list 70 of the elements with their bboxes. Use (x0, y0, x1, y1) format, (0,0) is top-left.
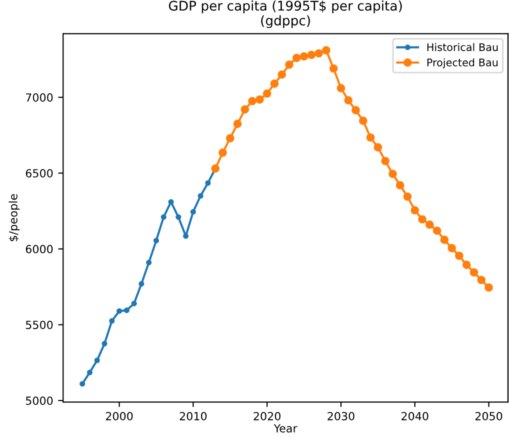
point (218, 148, 227, 157)
point (366, 133, 375, 142)
point (477, 276, 486, 284)
point (396, 181, 404, 190)
y-tick-label: 7000 (26, 93, 53, 102)
point (336, 84, 346, 92)
point (462, 260, 471, 270)
point (381, 156, 390, 166)
y-axis-title: $/people (8, 194, 20, 242)
point (205, 180, 211, 186)
point (352, 106, 360, 114)
y-tick-label: 5000 (26, 396, 53, 405)
point (418, 215, 426, 224)
point (190, 209, 196, 215)
point (470, 268, 478, 277)
point (440, 236, 449, 244)
point (410, 206, 420, 214)
point (300, 52, 308, 61)
point (248, 96, 256, 106)
point (322, 46, 330, 54)
x-tick-label: 2000 (106, 412, 133, 420)
x-tick-label: 2010 (180, 412, 207, 420)
x-tick-label: 2020 (254, 412, 280, 420)
point (109, 318, 115, 324)
y-tick-label: 6000 (26, 244, 53, 254)
point (226, 134, 234, 142)
point (256, 95, 264, 104)
point (314, 49, 323, 58)
point (403, 192, 412, 201)
point (124, 308, 130, 314)
point (86, 370, 92, 376)
point (484, 283, 493, 292)
point (240, 105, 250, 114)
point (425, 220, 434, 229)
legend-label: Historical Bau (427, 43, 498, 52)
point (278, 70, 286, 79)
y-tick-label: 5500 (26, 320, 53, 330)
x-tick-label: 2050 (475, 412, 502, 420)
point (262, 89, 272, 98)
point (374, 143, 382, 152)
point (307, 50, 316, 60)
point (94, 358, 100, 364)
point (329, 64, 338, 73)
y-tick-label: 6500 (26, 169, 53, 178)
point (270, 80, 279, 88)
point (292, 54, 301, 62)
point (358, 116, 368, 125)
point (455, 252, 464, 260)
point (160, 214, 166, 220)
x-tick-label: 2030 (328, 412, 354, 420)
legend-label: Projected Bau (427, 58, 498, 68)
x-axis-title: Year (274, 424, 298, 433)
point (131, 300, 137, 306)
point (344, 96, 353, 105)
point (233, 120, 242, 128)
point (432, 226, 442, 235)
point (388, 170, 397, 178)
point (138, 281, 144, 287)
point (102, 340, 108, 346)
point (116, 308, 122, 314)
x-tick-label: 2040 (402, 412, 428, 420)
point (285, 60, 294, 69)
point (80, 381, 86, 387)
point (198, 193, 204, 199)
point (448, 244, 456, 252)
point (176, 214, 182, 220)
point (168, 199, 174, 205)
point (153, 238, 160, 244)
chart-title: GDP per capita (1995T$ per capita) (gdppc) (168, 0, 402, 28)
point (146, 260, 152, 266)
